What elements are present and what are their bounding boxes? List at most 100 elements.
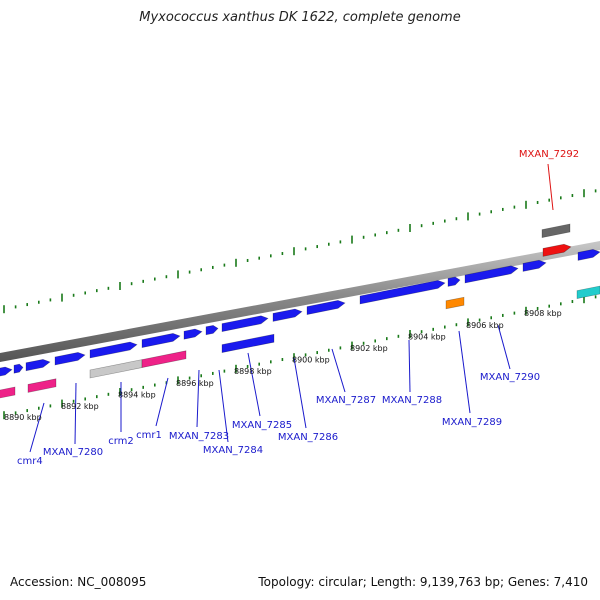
kbp-label: 8896 kbp bbox=[176, 379, 214, 388]
forward-gene bbox=[141, 333, 181, 348]
minor-tick bbox=[96, 395, 98, 399]
minor-tick bbox=[165, 275, 168, 279]
outer-tick-marks bbox=[3, 189, 597, 314]
minor-tick bbox=[594, 295, 597, 299]
gene-label: MXAN_7283 bbox=[169, 431, 229, 442]
minor-tick bbox=[316, 351, 318, 355]
minor-tick bbox=[212, 265, 214, 269]
minor-tick bbox=[339, 346, 342, 350]
minor-tick bbox=[571, 194, 574, 198]
forward-gene bbox=[183, 328, 203, 340]
major-tick bbox=[293, 247, 295, 256]
kbp-label: 8890 kbp bbox=[4, 413, 42, 422]
gene-label: MXAN_7292 bbox=[519, 149, 579, 160]
kbp-label: 8894 kbp bbox=[118, 390, 156, 399]
minor-tick bbox=[84, 291, 86, 295]
minor-tick bbox=[212, 371, 214, 375]
minor-tick bbox=[130, 388, 133, 392]
kbp-label: 8902 kbp bbox=[350, 344, 388, 353]
major-tick bbox=[525, 306, 527, 315]
leader-line bbox=[408, 339, 411, 393]
minor-tick bbox=[432, 221, 434, 225]
minor-tick bbox=[560, 302, 562, 306]
minor-tick bbox=[513, 311, 516, 315]
gene-label: MXAN_7285 bbox=[232, 420, 292, 431]
kbp-label: 8898 kbp bbox=[234, 367, 272, 376]
leader-line bbox=[218, 369, 229, 443]
minor-tick bbox=[107, 286, 110, 290]
minor-tick bbox=[397, 228, 400, 232]
orange-feature bbox=[445, 296, 465, 310]
dark-gray-feature bbox=[541, 223, 571, 238]
forward-gene bbox=[54, 352, 86, 366]
minor-tick bbox=[246, 258, 249, 262]
minor-tick bbox=[304, 247, 307, 251]
major-tick bbox=[235, 364, 237, 373]
gene-label: MXAN_7288 bbox=[382, 395, 442, 406]
map-title: Myxococcus xanthus DK 1622, complete gen… bbox=[139, 10, 461, 25]
minor-tick bbox=[490, 316, 492, 320]
minor-tick bbox=[420, 224, 423, 228]
kbp-label: 8908 kbp bbox=[524, 309, 562, 318]
major-tick bbox=[61, 293, 63, 302]
minor-tick bbox=[223, 263, 226, 267]
minor-tick bbox=[444, 219, 446, 223]
minor-tick bbox=[188, 270, 191, 274]
gene-label: MXAN_7286 bbox=[278, 432, 338, 443]
minor-tick bbox=[397, 334, 400, 338]
major-tick bbox=[61, 399, 63, 408]
minor-tick bbox=[258, 256, 260, 260]
minor-tick bbox=[571, 300, 574, 304]
minor-tick bbox=[455, 217, 458, 221]
minor-tick bbox=[513, 205, 516, 209]
minor-tick bbox=[328, 348, 330, 352]
forward-gene bbox=[221, 315, 269, 332]
major-tick bbox=[177, 270, 179, 279]
minor-tick bbox=[374, 233, 376, 237]
major-tick bbox=[235, 258, 237, 267]
minor-tick bbox=[374, 339, 376, 343]
major-tick bbox=[351, 341, 353, 350]
minor-tick bbox=[281, 252, 284, 256]
minor-tick bbox=[246, 364, 249, 368]
leader-line bbox=[458, 330, 471, 414]
major-tick bbox=[351, 235, 353, 244]
minor-tick bbox=[362, 235, 365, 239]
kbp-label: 8892 kbp bbox=[61, 402, 99, 411]
minor-tick bbox=[223, 369, 226, 373]
label-leader-lines bbox=[29, 163, 554, 453]
minor-tick bbox=[84, 397, 86, 401]
backbone-line bbox=[0, 241, 600, 362]
minor-tick bbox=[536, 200, 539, 204]
minor-tick bbox=[200, 268, 202, 272]
major-tick bbox=[525, 200, 527, 209]
minor-tick bbox=[49, 298, 52, 302]
major-tick bbox=[293, 353, 295, 362]
minor-tick bbox=[281, 358, 284, 362]
minor-tick bbox=[420, 330, 423, 334]
major-tick bbox=[467, 318, 469, 327]
minor-tick bbox=[142, 279, 144, 283]
minor-tick bbox=[548, 198, 550, 202]
forward-gene bbox=[272, 308, 303, 322]
minor-tick bbox=[154, 277, 156, 281]
forward-gene bbox=[577, 249, 600, 261]
major-tick bbox=[409, 330, 411, 338]
gene-label: MXAN_7289 bbox=[442, 417, 502, 428]
accession-label: Accession: NC_008095 bbox=[10, 575, 147, 589]
forward-gene bbox=[13, 363, 24, 374]
forward-gene bbox=[89, 341, 138, 359]
major-tick bbox=[409, 224, 411, 232]
highlighted-gene bbox=[542, 243, 572, 257]
minor-tick bbox=[548, 304, 550, 308]
crispr-feature bbox=[27, 378, 57, 393]
major-tick bbox=[3, 305, 5, 314]
minor-tick bbox=[154, 383, 156, 387]
cyan-feature bbox=[576, 285, 600, 299]
leader-line bbox=[29, 402, 45, 453]
forward-gene bbox=[359, 280, 446, 305]
crispr-feature bbox=[0, 386, 16, 399]
forward-gene bbox=[522, 259, 547, 272]
gene-label: MXAN_7290 bbox=[480, 372, 540, 383]
